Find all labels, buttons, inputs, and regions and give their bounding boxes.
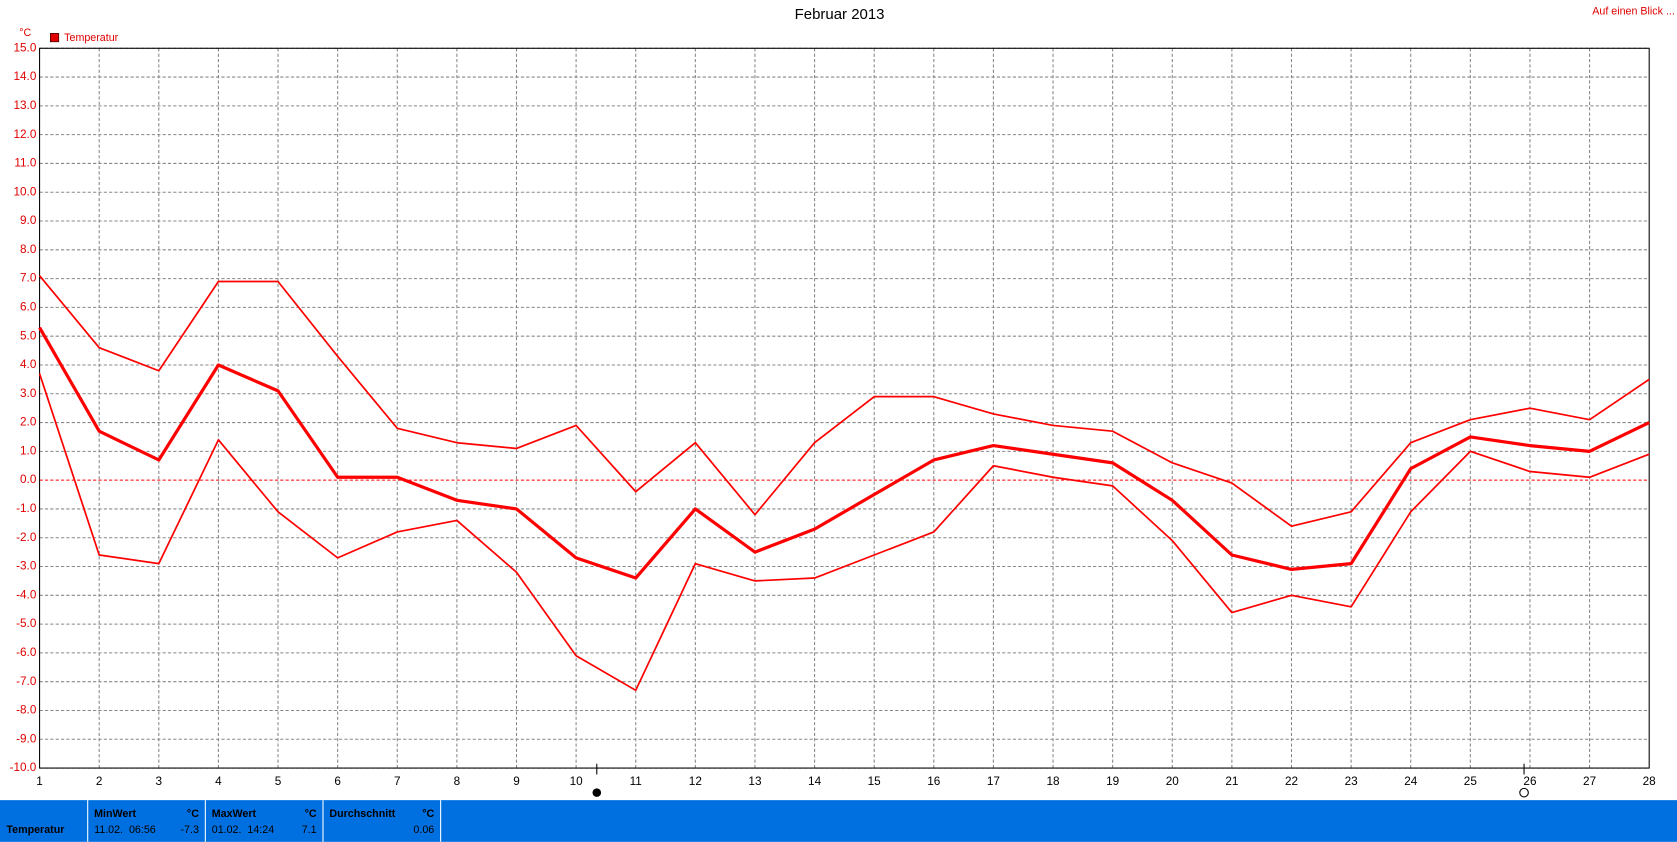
y-tick-label: 6.0 [20,301,37,314]
y-tick-label: 14.0 [13,70,36,83]
max-value: 7.1 [302,824,317,836]
summary-bar: Temperatur MinWert °C 11.02. 06:56 -7.3 … [0,800,1677,842]
y-tick-label: 12.0 [13,128,36,141]
y-tick-label: -6.0 [16,646,37,659]
x-tick-label: 26 [1523,775,1537,788]
legend-label: Temperatur [64,32,118,44]
x-tick-label: 13 [748,775,762,788]
y-tick-label: 2.0 [20,416,37,429]
x-tick-label: 7 [394,775,401,788]
y-tick-label: 7.0 [20,272,37,285]
x-tick-label: 2 [96,775,103,788]
y-tick-label: -1.0 [16,502,37,515]
plot-frame [39,47,1650,769]
x-tick-label: 4 [215,775,222,788]
x-tick-label: 8 [454,775,461,788]
y-tick-label: 13.0 [13,99,36,112]
x-tick-label: 11 [630,775,642,788]
y-tick-label: -2.0 [16,531,37,544]
x-tick-label: 5 [275,775,282,788]
x-tick-label: 1 [36,775,43,788]
y-tick-label: 0.0 [20,473,37,486]
link[interactable]: Auf einen Blick ... [1592,6,1675,18]
x-tick-label: 28 [1643,775,1657,788]
y-tick-label: 3.0 [20,387,37,400]
avg-title: Durchschnitt [329,808,395,820]
x-tick-label: 23 [1345,775,1359,788]
x-tick-label: 25 [1464,775,1478,788]
series-line [38,373,1650,692]
y-tick-label: 11.0 [14,157,36,170]
min-title: MinWert [94,808,136,820]
y-tick-label: 4.0 [20,358,37,371]
x-tick-label: 19 [1106,775,1119,788]
x-tick-label: 6 [334,775,341,788]
y-tick-label: 8.0 [20,243,37,256]
y-tick-label: 5.0 [20,329,37,342]
new-moon-icon [592,788,602,797]
x-tick-label: 18 [1046,775,1060,788]
avg-value: 0.06 [413,824,434,836]
max-unit: °C [305,808,317,820]
max-title: MaxWert [212,808,257,820]
x-tick-label: 15 [868,775,882,788]
y-tick-label: -3.0 [16,560,37,573]
summary-label: Temperatur [6,824,64,836]
y-tick-label: -10.0 [10,761,37,774]
y-tick-label: 9.0 [20,214,37,227]
x-tick-label: 16 [927,775,941,788]
y-tick-label: 15.0 [13,41,36,54]
x-tick-label: 21 [1225,775,1238,788]
min-time: 11.02. 06:56 [94,824,156,836]
x-tick-label: 12 [689,775,702,788]
series-line [38,275,1650,528]
full-moon-icon [1519,787,1529,798]
min-unit: °C [187,808,199,820]
x-tick-label: 3 [156,775,163,788]
y-tick-label: -5.0 [16,617,37,630]
x-tick-label: 10 [570,775,584,788]
unit-label: °C [19,27,31,39]
summary-background [0,800,1677,842]
x-tick-label: 9 [513,775,520,788]
min-value: -7.3 [181,824,199,836]
chart-title: Februar 2013 [795,6,885,23]
max-time: 01.02. 14:24 [212,824,274,836]
x-tick-label: 22 [1285,775,1298,788]
x-tick-label: 17 [987,775,1000,788]
y-tick-label: 1.0 [20,444,37,457]
legend-swatch [49,33,60,43]
x-tick-label: 24 [1404,775,1418,788]
x-tick-label: 20 [1166,775,1180,788]
avg-unit: °C [422,808,434,820]
x-tick-label: 27 [1583,775,1596,788]
y-tick-label: -9.0 [16,732,37,745]
y-tick-label: -4.0 [16,588,37,601]
y-tick-label: 10.0 [13,185,36,198]
y-tick-label: -7.0 [16,675,37,688]
y-tick-label: -8.0 [16,704,37,717]
series-line [38,326,1650,580]
lines [38,275,1650,692]
x-tick-label: 14 [808,775,822,788]
